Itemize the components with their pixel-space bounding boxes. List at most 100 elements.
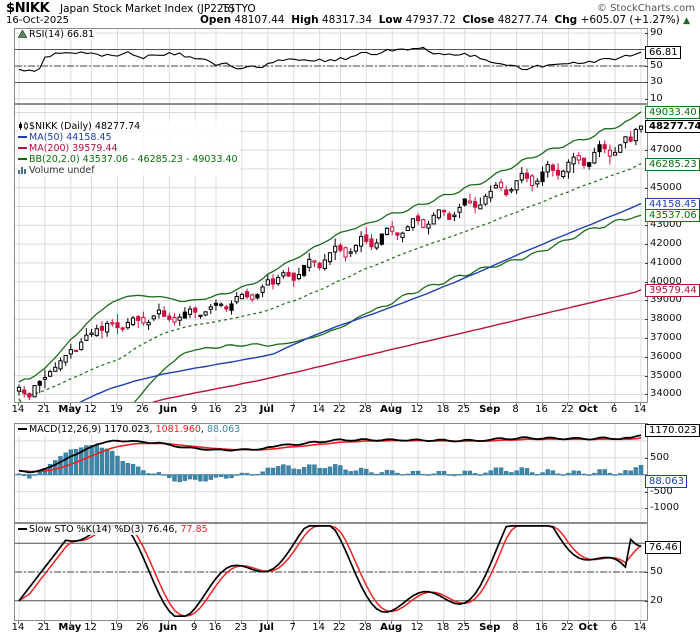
rsi-axis-label-90: 90 <box>650 27 663 39</box>
price-axis-label-34000: 34000 <box>650 388 682 400</box>
date-tick <box>214 621 216 624</box>
date-label-16: 16 <box>208 404 222 415</box>
price-axis-label-37000: 37000 <box>650 332 682 344</box>
date-tick <box>443 621 445 624</box>
date-tick <box>116 621 118 624</box>
date-label-23: 23 <box>234 404 248 415</box>
axis-tick <box>645 508 648 510</box>
date-tick <box>588 403 590 406</box>
open-value: 48107.44 <box>234 14 285 26</box>
date-tick <box>541 621 543 624</box>
date-label-Sep: Sep <box>479 404 501 415</box>
price-axis-label-35000: 35000 <box>650 369 682 381</box>
date-tick <box>142 403 144 406</box>
macd-hist-flag: 88.063 <box>645 475 687 489</box>
date-label-12: 12 <box>84 404 97 415</box>
date-tick <box>116 403 118 406</box>
symbol-ticker: $NIKK <box>6 1 50 16</box>
price-axis-label-45000: 45000 <box>650 181 682 193</box>
date-label-26: 26 <box>136 622 149 633</box>
date-tick <box>391 621 393 624</box>
bb-lower-flag: 43537.06 <box>645 209 700 223</box>
date-tick <box>168 621 170 624</box>
rsi-value-flag: 66.81 <box>645 46 681 60</box>
date-tick <box>240 403 242 406</box>
price-axis-label-47000: 47000 <box>650 144 682 156</box>
price-axis-label-36000: 36000 <box>650 350 682 362</box>
price-panel: $NIKK (Daily) 48277.74 MA(50) 44158.45 M… <box>14 104 648 403</box>
date-tick <box>417 621 419 624</box>
date-label-16: 16 <box>208 622 222 633</box>
axis-tick <box>645 572 648 573</box>
date-tick <box>515 621 517 624</box>
close-price-flag: 48277.74 <box>645 120 700 134</box>
date-label-22: 22 <box>561 404 574 415</box>
date-label-Oct: Oct <box>578 622 598 633</box>
date-tick <box>18 403 19 406</box>
macd-axis-label-500: 500 <box>650 451 670 463</box>
date-label-22: 22 <box>332 404 346 415</box>
date-tick <box>292 403 294 406</box>
date-tick <box>194 403 196 406</box>
date-tick <box>18 621 19 624</box>
date-label-14: 14 <box>11 404 25 415</box>
date-label-28: 28 <box>358 404 372 415</box>
date-label-18: 18 <box>436 622 450 633</box>
date-label-12: 12 <box>84 622 97 633</box>
date-tick <box>365 621 367 624</box>
quote-date: 16-Oct-2025 <box>6 15 69 26</box>
macd-signal-value: 1081.960 <box>155 424 201 435</box>
date-tick <box>318 403 320 406</box>
open-label: Open <box>200 14 232 26</box>
high-label: High <box>291 14 319 26</box>
date-label-8: 8 <box>512 622 519 633</box>
volume-legend-text: Volume undef <box>29 165 95 176</box>
price-axis-label-41000: 41000 <box>650 256 682 268</box>
chart-header: $NIKK Japan Stock Market Index (JP225) T… <box>0 0 700 28</box>
date-tick <box>266 621 268 624</box>
ma200-flag: 39579.44 <box>645 283 700 297</box>
date-label-25: 25 <box>457 622 471 633</box>
macd-axis-label-neg1000: -1000 <box>650 502 680 514</box>
sto-d-value: 77.85 <box>180 524 208 535</box>
date-tick <box>318 621 320 624</box>
date-label-9: 9 <box>191 404 198 415</box>
macd-value-flag: 1170.023 <box>645 424 700 437</box>
date-tick <box>69 403 71 406</box>
bb-legend-text: BB(20,2.0) 43537.06 - 46285.23 - 49033.4… <box>29 154 238 165</box>
date-label-Jul: Jul <box>259 404 274 415</box>
date-label-14: 14 <box>312 622 325 633</box>
date-tick <box>567 403 569 406</box>
date-label-18: 18 <box>436 404 450 415</box>
price-legend-text: $NIKK (Daily) 48277.74 <box>29 121 141 132</box>
macd-svg <box>15 424 647 522</box>
high-value: 48317.34 <box>321 14 373 26</box>
date-tick <box>339 403 341 406</box>
rsi-plot <box>15 29 647 103</box>
macd-legend-name: MACD(12,26,9) <box>29 424 102 435</box>
date-label-14: 14 <box>633 622 647 633</box>
macd-panel: MACD(12,26,9) 1170.023, 1081.960, 88.063 <box>14 423 648 523</box>
date-label-16: 16 <box>535 404 548 415</box>
ohlc-quote-bar: Open 48107.44 High 48317.34 Low 47937.72… <box>200 14 690 26</box>
date-label-16: 16 <box>535 622 548 633</box>
axis-tick <box>645 150 648 152</box>
axis-tick <box>645 300 648 302</box>
date-label-May: May <box>58 404 82 415</box>
axis-tick <box>645 457 648 459</box>
price-axis-label-39000: 39000 <box>650 294 682 306</box>
exchange-label: TSTYO <box>222 3 256 15</box>
stockcharts-brand: © StockCharts.com <box>596 3 695 14</box>
axis-tick <box>645 244 648 246</box>
low-label: Low <box>378 14 403 26</box>
sto-legend-name: Slow STO %K(14) %D(3) <box>29 524 145 535</box>
date-label-Oct: Oct <box>578 404 598 415</box>
date-label-Sep: Sep <box>479 622 501 633</box>
rsi-svg <box>15 29 647 103</box>
up-triangle-icon: ▲ <box>683 16 691 26</box>
date-tick <box>240 621 242 624</box>
date-tick <box>567 621 569 624</box>
date-label-6: 6 <box>610 622 618 633</box>
